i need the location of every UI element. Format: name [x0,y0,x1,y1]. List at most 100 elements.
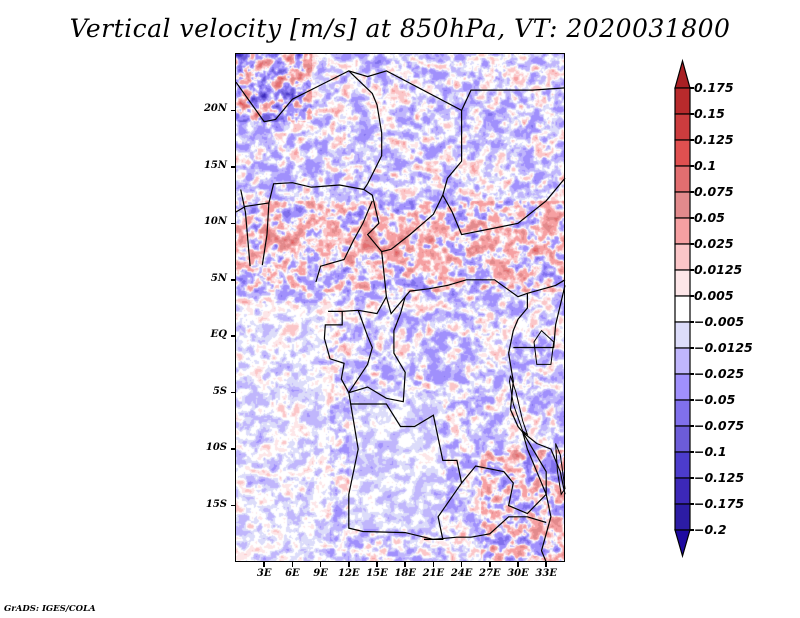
lat-tick-label: 15N [203,159,227,171]
country-border [348,403,471,541]
country-border [522,432,552,563]
country-border [235,70,566,236]
colorbar-label: −0.2 [694,522,727,537]
colorbar-label: 0.05 [694,210,725,225]
colorbar-bottom-arrow [674,529,691,559]
lon-tick-label: 15E [366,568,388,579]
colorbar-tick [690,451,694,453]
lon-tick [517,562,519,567]
lat-tick [231,279,236,281]
colorbar-segment [674,191,691,219]
colorbar-tick [690,529,694,531]
lon-tick-label: 24E [450,568,473,579]
colorbar-label: −0.005 [694,314,745,329]
country-border [261,202,270,266]
lat-tick [231,504,236,507]
lat-tick-label: 5S [212,385,227,397]
map-plot-area [235,54,566,563]
vertical-velocity-field [236,54,565,562]
colorbar-tick [690,243,694,245]
country-border [235,182,364,213]
lon-tick-label: 12E [338,568,360,579]
grads-credit: GrADS: IGES/COLA [4,604,96,614]
colorbar-tick [690,295,694,297]
country-border [315,200,373,283]
country-border [470,516,547,538]
lon-tick-label: 30E [507,568,529,579]
lake-outline [508,375,529,436]
colorbar-segment [674,399,691,427]
colorbar-tick [690,425,694,427]
colorbar-segment [674,503,691,531]
colorbar-label: 0.075 [694,184,734,199]
lon-tick [376,562,378,567]
colorbar [674,58,691,559]
country-border [508,293,528,354]
colorbar-label: 0.025 [694,236,734,251]
colorbar-segment [674,87,691,115]
colorbar-tick [690,503,694,505]
lon-tick [489,562,491,567]
lon-tick-label: 9E [313,568,328,579]
lat-tick [231,335,236,337]
country-border [348,70,444,253]
lat-tick-label: 20N [203,103,227,115]
country-border [348,392,463,540]
country-border [240,189,251,267]
colorbar-segment [674,321,691,349]
colorbar-tick [690,399,694,401]
country-border [348,310,373,394]
chart-title: Vertical velocity [m/s] at 850hPa, VT: 2… [69,14,731,43]
lon-tick-label: 27E [479,568,501,579]
colorbar-label: −0.075 [694,418,745,433]
colorbar-tick [690,87,694,89]
country-border [381,251,387,297]
colorbar-label: 0.005 [694,288,734,303]
colorbar-label: −0.175 [694,496,745,511]
lon-tick [348,562,350,567]
colorbar-segment [674,295,691,323]
colorbar-label: 0.1 [694,158,717,173]
lon-tick [263,562,265,567]
colorbar-label: −0.0125 [694,340,753,355]
lon-tick [404,562,406,567]
lon-tick [460,562,463,567]
colorbar-segment [674,165,691,193]
country-border [513,285,566,349]
colorbar-segment [674,451,691,479]
country-borders [235,70,566,563]
lat-tick [231,166,236,168]
colorbar-segment [674,217,691,245]
colorbar-tick [690,139,694,141]
colorbar-label: −0.125 [694,470,745,485]
lat-tick-label: 5N [210,272,227,284]
colorbar-tick [690,269,694,271]
colorbar-label: −0.05 [694,392,736,407]
colorbar-segment [674,269,691,297]
colorbar-segment [674,347,691,375]
lon-tick-label: 3E [256,568,272,579]
lat-tick-label: 15S [205,498,227,510]
lat-tick-label: 10S [205,442,227,454]
colorbar-tick [690,165,694,167]
colorbar-tick [690,321,694,323]
lat-tick [231,391,236,394]
colorbar-label: −0.025 [694,366,745,381]
lat-tick [231,222,236,225]
colorbar-segment [674,113,691,141]
colorbar-segment [674,477,691,505]
lat-tick [231,448,236,450]
lon-tick-label: 18E [394,568,416,579]
colorbar-segment [674,425,691,453]
lon-tick [545,562,547,567]
colorbar-segment [674,139,691,167]
colorbar-tick [690,347,694,349]
country-border [323,296,406,403]
country-border [328,279,566,315]
colorbar-segment [674,243,691,271]
colorbar-tick [690,191,694,193]
colorbar-tick [690,217,694,219]
colorbar-tick [690,477,694,479]
lat-tick [231,109,236,112]
colorbar-label: 0.15 [694,106,725,121]
